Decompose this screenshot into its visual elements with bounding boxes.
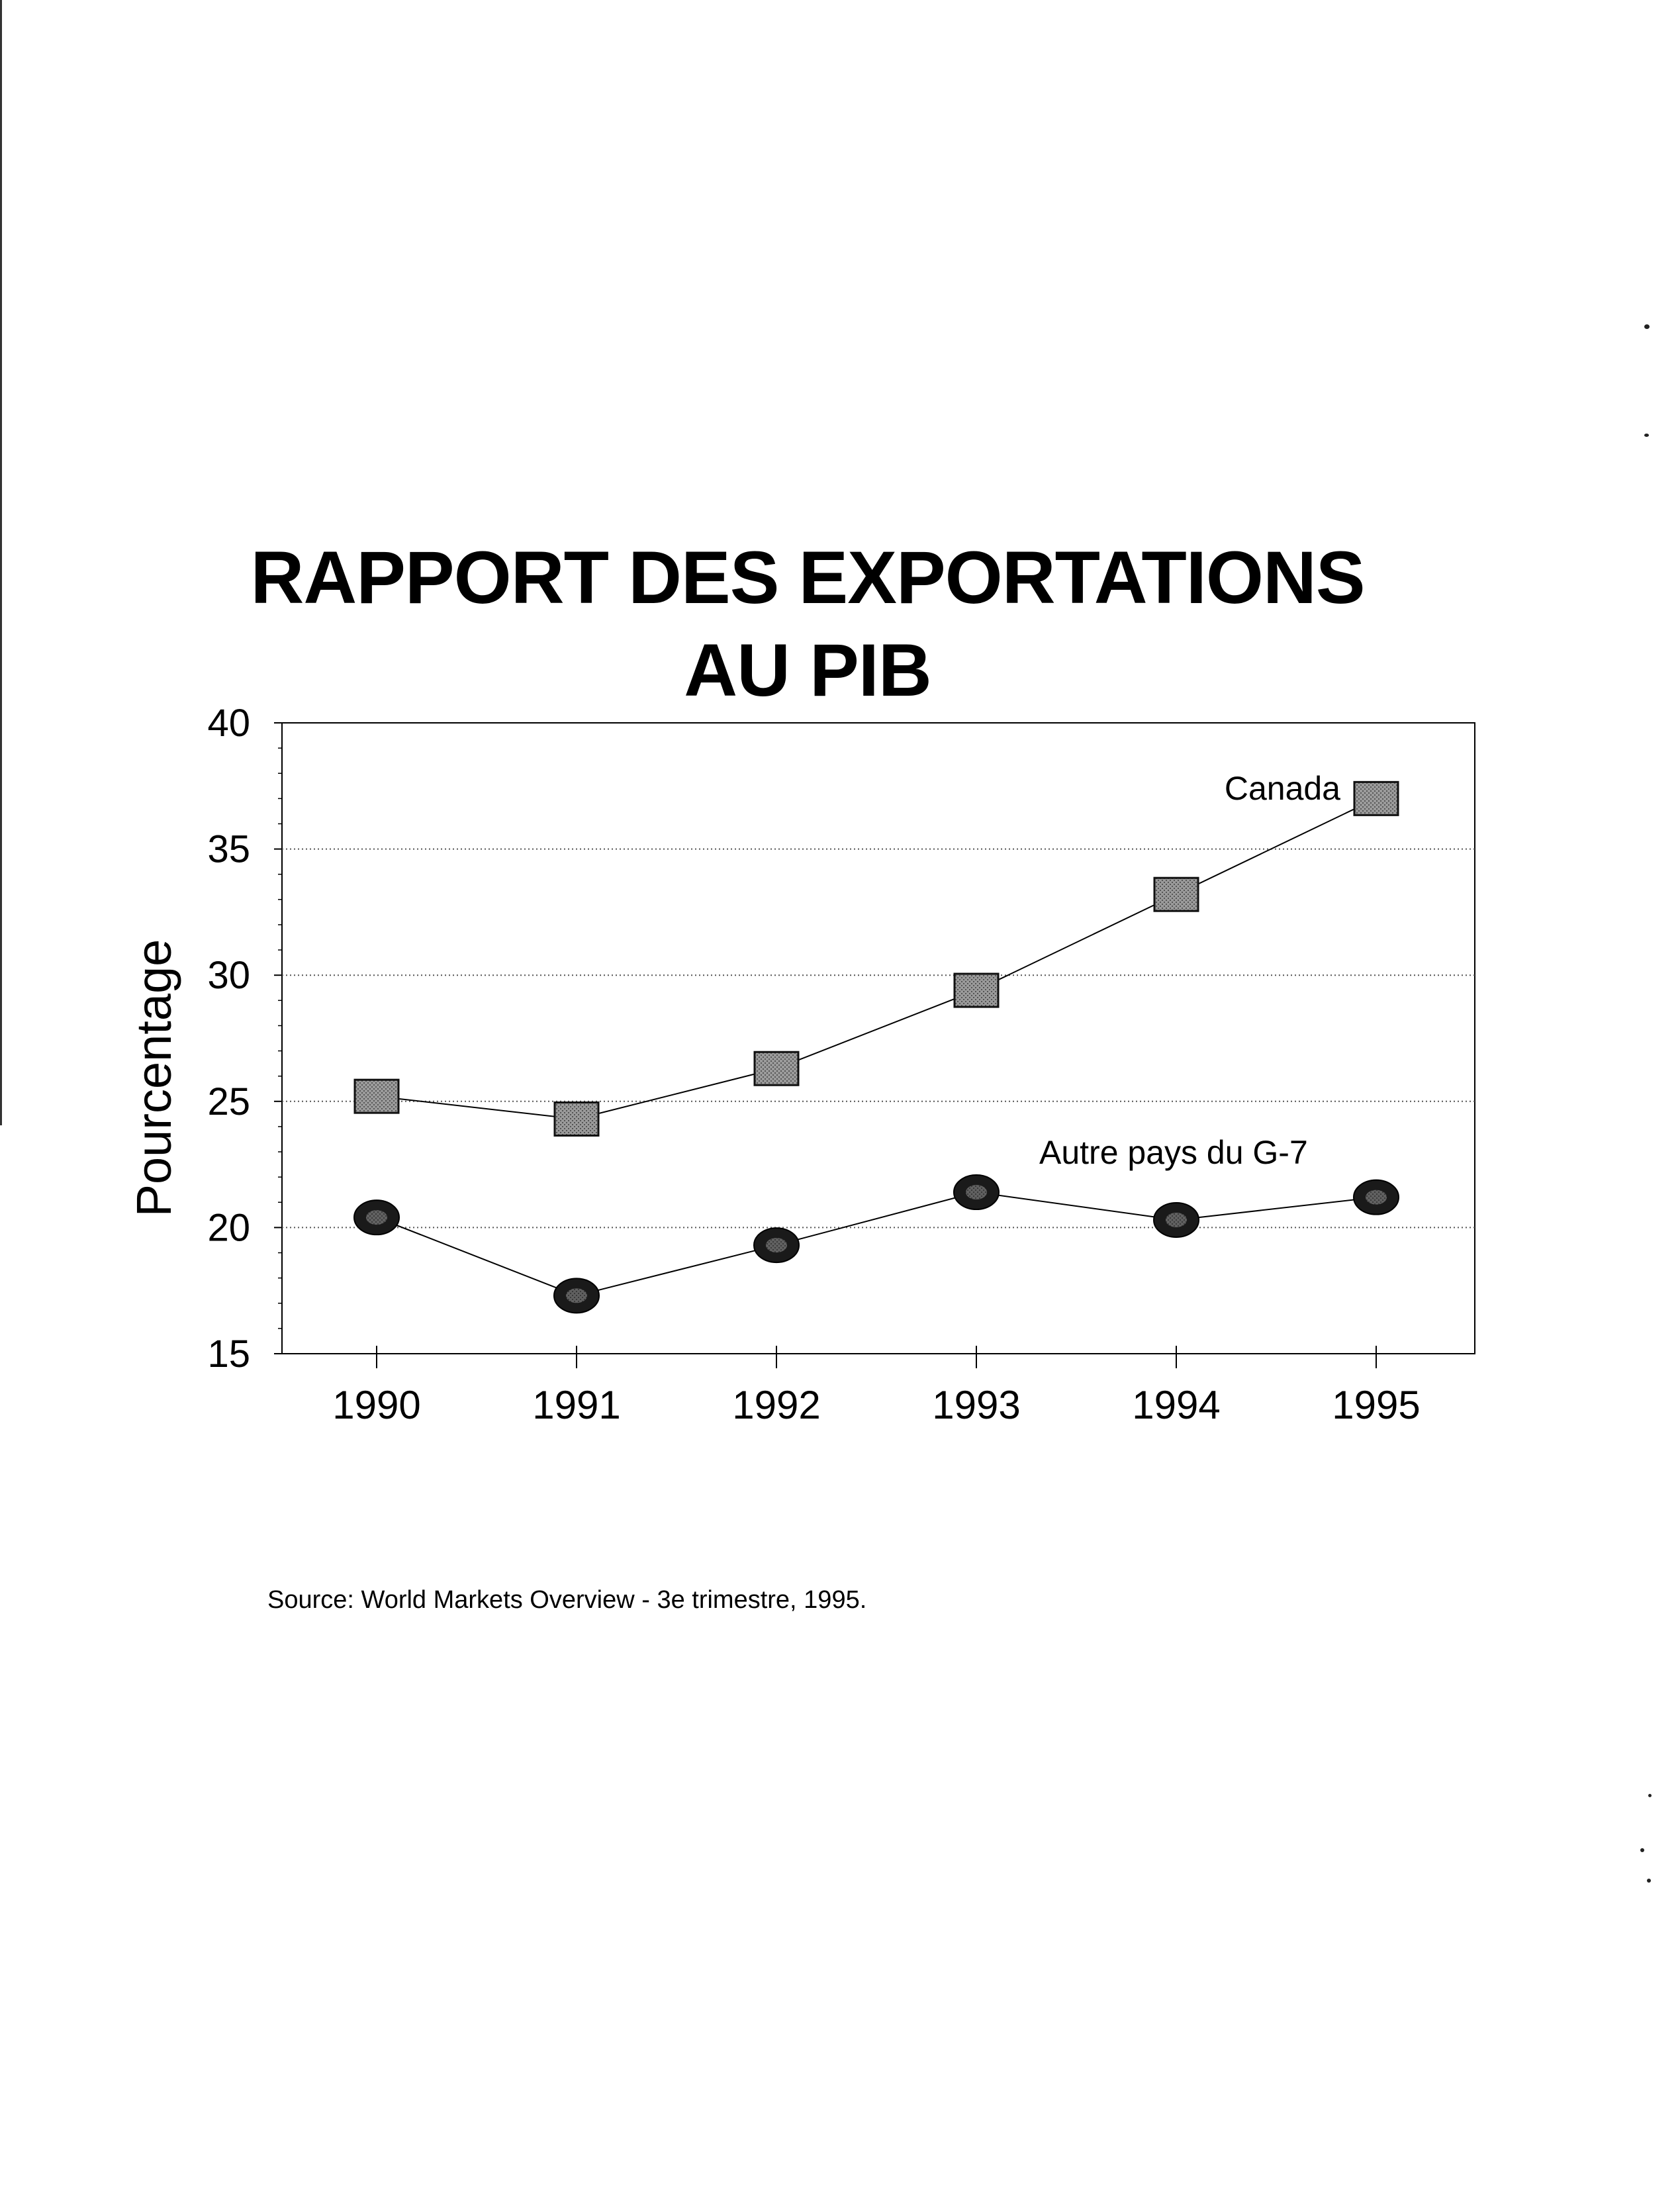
y-tick-label: 30 xyxy=(207,954,250,997)
scan-speck xyxy=(1644,434,1649,437)
y-axis-title: Pourcentage xyxy=(126,939,181,1217)
g7-point-highlight xyxy=(966,1185,987,1200)
x-tick-label: 1990 xyxy=(332,1383,420,1427)
g7-point-highlight xyxy=(1166,1212,1187,1227)
series-line-0 xyxy=(376,798,1377,1120)
x-tick-label: 1992 xyxy=(732,1383,820,1427)
canada-point xyxy=(1353,780,1399,816)
g7-point-highlight xyxy=(566,1288,587,1303)
scan-speck xyxy=(1644,324,1650,329)
g7-point-highlight xyxy=(366,1210,387,1225)
g7-point-highlight xyxy=(1366,1190,1387,1205)
canada-point xyxy=(953,972,1000,1008)
canada-point xyxy=(553,1101,600,1137)
axes: 15 20 25 30 35 40 1990 1991 1992 1993 1994 1995 xyxy=(207,702,1420,1427)
y-tick-label: 15 xyxy=(207,1333,250,1376)
g7-point-highlight xyxy=(766,1238,787,1253)
scan-speck xyxy=(1648,1794,1652,1797)
series-label-g7: Autre pays du G-7 xyxy=(1039,1134,1308,1171)
source-note: Source: World Markets Overview - 3e trim… xyxy=(267,1586,867,1614)
chart-title-line2: AU PIB xyxy=(684,629,932,712)
canada-point xyxy=(753,1051,800,1086)
chart-title-line1: RAPPORT DES EXPORTATIONS xyxy=(250,536,1365,619)
scan-speck xyxy=(1647,1879,1651,1883)
scan-speck xyxy=(1640,1848,1644,1852)
series-line-1 xyxy=(376,1192,1377,1297)
canada-point xyxy=(1153,876,1199,912)
y-tick-label: 20 xyxy=(207,1206,250,1249)
x-tick-label: 1994 xyxy=(1132,1383,1220,1427)
x-tick-label: 1991 xyxy=(532,1383,620,1427)
canada-point xyxy=(353,1078,400,1114)
y-tick-label: 25 xyxy=(207,1080,250,1123)
y-tick-label: 35 xyxy=(207,828,250,871)
export-gdp-chart: 15 20 25 30 35 40 1990 1991 1992 1993 1994 1995 Pou… xyxy=(126,702,1475,1427)
series-layer xyxy=(353,780,1399,1314)
y-tick-label: 40 xyxy=(207,702,250,745)
plot-border xyxy=(281,722,1475,1354)
plot-area xyxy=(281,722,1475,1354)
page-edge-line xyxy=(0,0,2,1125)
labels-layer: Pourcentage Canada Autre pays du G-7 xyxy=(126,770,1340,1217)
x-tick-label: 1995 xyxy=(1332,1383,1420,1427)
gridlines xyxy=(282,848,1475,1229)
series-label-canada: Canada xyxy=(1225,770,1340,807)
x-tick-label: 1993 xyxy=(932,1383,1020,1427)
